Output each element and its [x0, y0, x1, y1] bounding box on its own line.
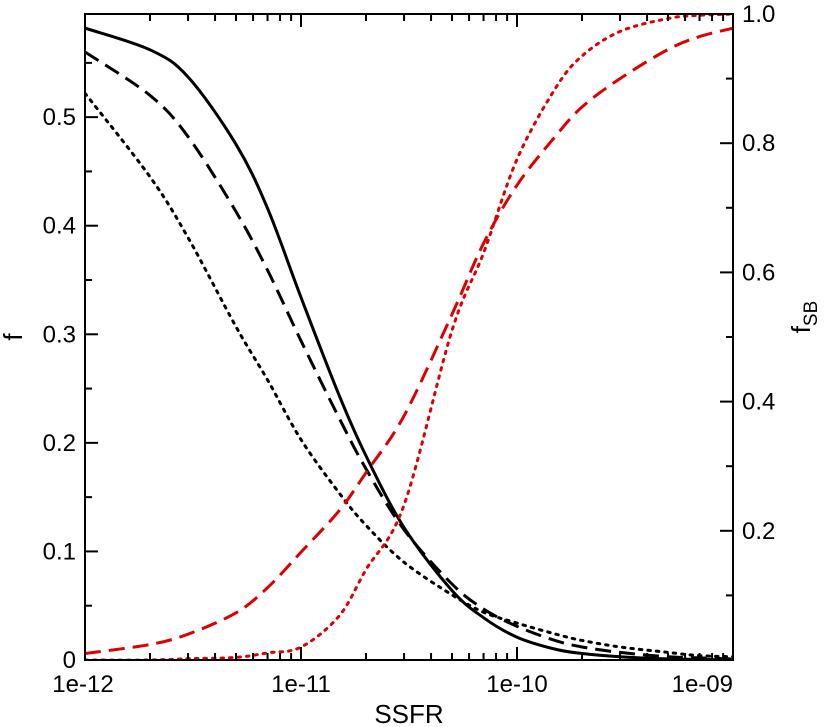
- x-tick-label: 1e-10: [486, 671, 547, 698]
- y-right-tick-label: 0.8: [742, 130, 775, 157]
- y-left-tick-label: 0: [63, 647, 76, 674]
- series-line-f-dotted: [85, 91, 733, 659]
- y-right-tick-label: 0.6: [742, 259, 775, 286]
- labels-layer: 1e-12 1e-11 1e-10 1e-09 0 0.1 0.2 0.3 0.4 0.5 0.2 0…: [43, 1, 776, 698]
- x-axis-title: SSFR: [374, 699, 443, 727]
- plot-frame: [84, 13, 734, 661]
- x-tick-label: 1e-11: [271, 671, 331, 698]
- y-right-axis-title-subscript: SB: [801, 301, 822, 326]
- y-right-axis-title-main: f: [786, 325, 816, 333]
- y-right-tick-label: 1.0: [742, 1, 775, 28]
- y-left-tick-label: 0.1: [43, 538, 76, 565]
- y-left-tick-label: 0.2: [43, 430, 76, 457]
- y-right-tick-label: 0.2: [742, 518, 775, 545]
- y-left-tick-label: 0.5: [43, 104, 76, 131]
- series-line-fsb-dotted: [85, 14, 733, 660]
- series-line-fsb-dashed: [85, 26, 733, 656]
- x-tick-label: 1e-09: [672, 671, 733, 698]
- y-left-tick-label: 0.3: [43, 321, 76, 348]
- x-tick-label: 1e-12: [52, 671, 113, 698]
- y-right-tick-label: 0.4: [742, 389, 775, 416]
- series-line-f-dashed: [85, 50, 733, 660]
- y-left-axis-title: f: [0, 333, 28, 341]
- y-right-axis-title: fSB: [786, 301, 822, 334]
- y-left-tick-label: 0.4: [43, 213, 76, 240]
